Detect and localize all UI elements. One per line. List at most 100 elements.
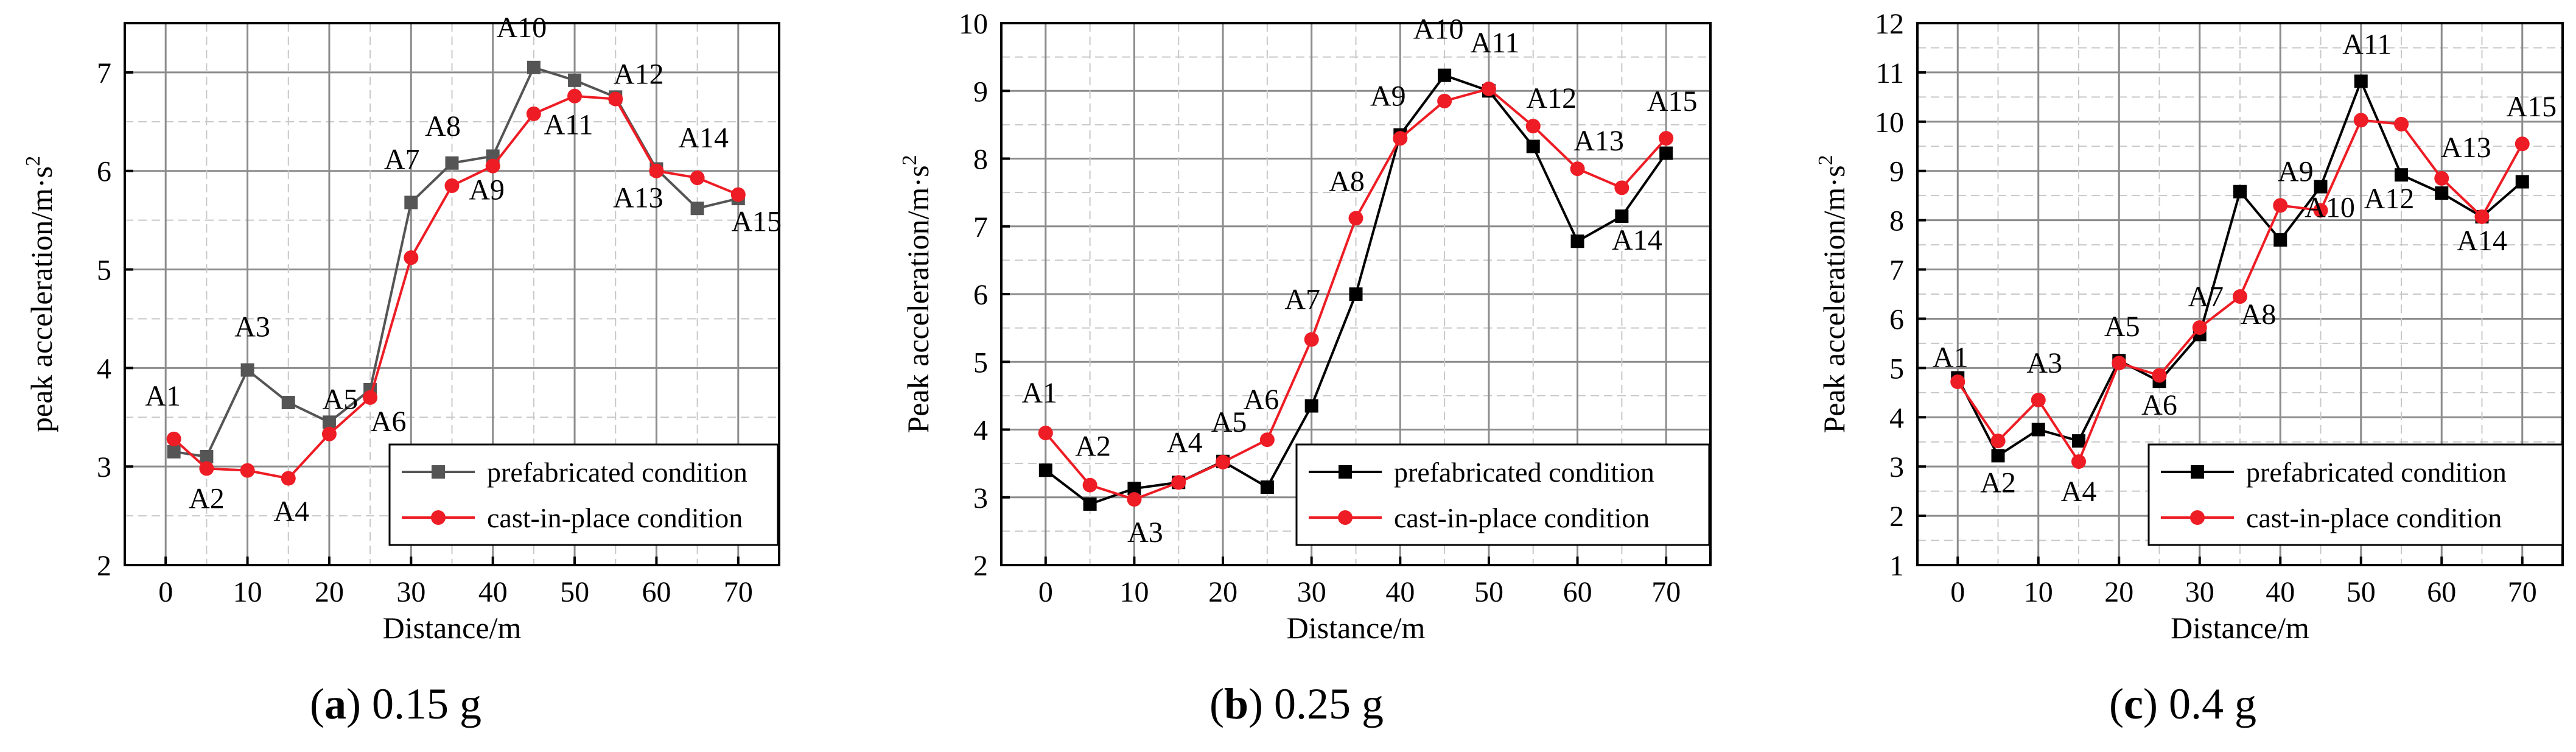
- plot-frame: [124, 22, 780, 566]
- y-tick-label: 10: [959, 8, 988, 40]
- series-0-point: [2273, 233, 2287, 247]
- series-1-point: [526, 106, 541, 121]
- series-1-point: [2071, 454, 2086, 469]
- chart-c-caption-letter: c: [2124, 680, 2143, 728]
- y-tick-label: 5: [1889, 353, 1904, 385]
- chart-c-caption: (c) 0.4 g: [2109, 680, 2256, 728]
- y-tick-label: 5: [973, 346, 988, 379]
- x-tick-label: 20: [1208, 576, 1237, 608]
- x-tick-label: 30: [1297, 576, 1326, 608]
- series-0-point: [568, 73, 582, 87]
- point-label: A1: [145, 380, 181, 412]
- legend-swatch-marker: [2190, 510, 2205, 525]
- legend-label: prefabricated condition: [487, 457, 747, 488]
- chart-a-caption: (a) 0.15 g: [310, 680, 481, 728]
- legend-swatch-marker: [2191, 465, 2204, 479]
- point-label: A11: [544, 109, 593, 141]
- series-1-point: [444, 178, 460, 193]
- series-0-point: [167, 445, 181, 459]
- x-tick-label: 70: [2508, 576, 2537, 608]
- series-0-point: [1659, 146, 1673, 160]
- y-tick-label: 3: [97, 451, 111, 483]
- y-tick-label: 3: [973, 482, 988, 515]
- x-tick-label: 50: [560, 576, 589, 608]
- series-0-point: [322, 415, 336, 429]
- y-axis-label-superscript: 2: [22, 156, 44, 166]
- series-1-point: [2515, 136, 2530, 152]
- series-0-point: [1991, 449, 2005, 463]
- legend-label: prefabricated condition: [2246, 457, 2507, 488]
- series-1-point: [166, 431, 181, 446]
- series-1-point: [1127, 492, 1142, 507]
- point-label: A10: [1413, 13, 1464, 46]
- x-tick-label: 20: [2104, 576, 2133, 608]
- x-axis-label: Distance/m: [383, 611, 522, 645]
- chart-b-caption-text: 0.25 g: [1274, 680, 1384, 728]
- legend-label: cast-in-place condition: [2246, 502, 2502, 533]
- series-line-1: [173, 94, 739, 480]
- point-label: A4: [2061, 476, 2097, 508]
- point-label: A5: [323, 383, 359, 415]
- series-1-point: [240, 463, 255, 478]
- y-tick-label: 3: [1889, 451, 1904, 483]
- series-1-point: [567, 88, 583, 104]
- x-axis-label: Distance/m: [1287, 611, 1426, 645]
- legend-box: [2147, 443, 2564, 546]
- point-label: A14: [1612, 224, 1662, 256]
- y-axis-label-superscript: 2: [1815, 155, 1837, 165]
- series-0-point: [445, 156, 459, 170]
- chart-panel-a: 2 3 4 5 6 7 0 10 20 30 40 50 60 70 Distance/m peak acce…: [0, 0, 791, 752]
- series-0-point: [527, 60, 541, 74]
- series-1-point: [321, 426, 337, 441]
- x-tick-label: 40: [2266, 576, 2295, 608]
- series-0-point: [1038, 463, 1052, 477]
- chart-b-caption-letter: b: [1223, 680, 1249, 728]
- x-tick-label: 40: [478, 576, 508, 608]
- series-1-point: [281, 471, 296, 486]
- x-tick-label: 30: [396, 576, 425, 608]
- series-1-point: [1570, 161, 1585, 177]
- series-0-point: [281, 396, 295, 409]
- x-tick-label: 60: [642, 576, 671, 608]
- y-tick-label: 2: [973, 550, 988, 582]
- series-1-point: [1216, 454, 1231, 469]
- series-1-point: [2474, 209, 2490, 224]
- point-label: A6: [2141, 389, 2177, 421]
- point-label: A9: [469, 174, 505, 206]
- series-1-point: [1659, 131, 1674, 146]
- series-1-point: [1950, 374, 1965, 390]
- series-1-point: [1437, 93, 1452, 108]
- point-label: A7: [2188, 281, 2224, 313]
- legend-swatch-marker: [1338, 510, 1353, 525]
- chart-b-caption: (b) 0.25 g: [1209, 680, 1384, 728]
- point-label: A11: [1470, 27, 1519, 59]
- series-0-point: [1083, 497, 1097, 511]
- y-tick-label: 6: [973, 279, 988, 311]
- point-label: A15: [1647, 85, 1698, 118]
- series-0-point: [690, 202, 704, 216]
- point-label: A10: [497, 12, 547, 44]
- point-label: A13: [1573, 125, 1624, 157]
- series-0-point: [1349, 287, 1363, 301]
- point-label: A4: [273, 496, 309, 528]
- y-tick-label: 9: [973, 76, 988, 108]
- series-1-point: [2031, 392, 2046, 407]
- y-tick-label: 9: [1889, 156, 1904, 188]
- y-tick-label: 8: [1889, 205, 1904, 237]
- point-label: A5: [1211, 406, 1247, 438]
- legend-box: [1295, 443, 1710, 546]
- point-label: A15: [731, 206, 782, 238]
- series-0-point: [1438, 68, 1452, 82]
- x-tick-label: 20: [315, 576, 344, 608]
- series-0-point: [1127, 482, 1141, 496]
- y-tick-label: 7: [973, 211, 988, 244]
- series-1-point: [1393, 131, 1408, 146]
- series-0-point: [1570, 234, 1584, 248]
- point-label: A13: [2441, 132, 2491, 164]
- x-tick-label: 0: [1038, 576, 1053, 608]
- chart-a-caption-text: 0.15 g: [371, 680, 481, 728]
- series-0-point: [2354, 74, 2368, 88]
- point-label: A12: [1526, 82, 1577, 114]
